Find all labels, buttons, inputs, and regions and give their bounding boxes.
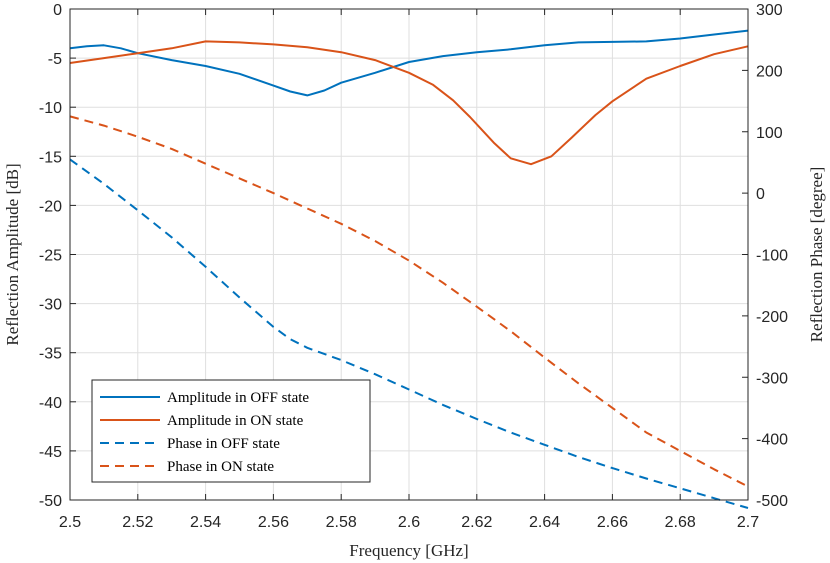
x-tick-label: 2.6 bbox=[398, 514, 420, 531]
right-tick-label: -300 bbox=[756, 370, 788, 387]
axis-ticks: 2.5 2.52 2.54 2.56 2.58 2.6 2.62 2.64 2.66 2.68 2.… bbox=[39, 2, 788, 531]
x-tick-label: 2.64 bbox=[529, 514, 560, 531]
legend-label: Amplitude in ON state bbox=[167, 413, 304, 429]
right-tick-label: -400 bbox=[756, 432, 788, 449]
left-tick-label: -25 bbox=[39, 248, 62, 265]
right-tick-label: 200 bbox=[756, 63, 783, 80]
x-tick-label: 2.7 bbox=[737, 514, 759, 531]
left-tick-label: -45 bbox=[39, 444, 62, 461]
left-tick-label: 0 bbox=[53, 2, 62, 19]
x-tick-label: 2.54 bbox=[190, 514, 221, 531]
series-line-3 bbox=[69, 158, 749, 509]
x-tick-label: 2.5 bbox=[59, 514, 81, 531]
right-axis-label: Reflection Phase [degree] bbox=[807, 167, 826, 343]
left-tick-label: -10 bbox=[39, 100, 62, 117]
x-tick-label: 2.52 bbox=[122, 514, 153, 531]
right-tick-label: 100 bbox=[756, 125, 783, 142]
left-tick-label: -40 bbox=[39, 395, 62, 412]
left-tick-label: -50 bbox=[39, 493, 62, 510]
grid-lines bbox=[70, 9, 748, 500]
right-tick-label: -200 bbox=[756, 309, 788, 326]
right-tick-label: 0 bbox=[756, 186, 765, 203]
left-tick-label: -20 bbox=[39, 198, 62, 215]
x-tick-label: 2.56 bbox=[258, 514, 289, 531]
series-line-2 bbox=[69, 40, 749, 166]
left-tick-label: -15 bbox=[39, 149, 62, 166]
x-tick-label: 2.62 bbox=[461, 514, 492, 531]
right-tick-label: -100 bbox=[756, 248, 788, 265]
legend-label: Phase in ON state bbox=[167, 459, 274, 475]
series-layer bbox=[69, 29, 749, 509]
legend-label: Amplitude in OFF state bbox=[167, 390, 309, 406]
series-line-4 bbox=[69, 115, 749, 488]
x-tick-label: 2.66 bbox=[597, 514, 628, 531]
left-axis-label: Reflection Amplitude [dB] bbox=[3, 163, 22, 345]
left-tick-label: -35 bbox=[39, 346, 62, 363]
left-tick-label: -30 bbox=[39, 297, 62, 314]
legend-label: Phase in OFF state bbox=[167, 436, 280, 452]
x-axis-label: Frequency [GHz] bbox=[349, 541, 468, 560]
x-tick-label: 2.68 bbox=[665, 514, 696, 531]
right-tick-label: -500 bbox=[756, 493, 788, 510]
x-tick-label: 2.58 bbox=[326, 514, 357, 531]
legend: Amplitude in OFF state Amplitude in ON st… bbox=[91, 379, 371, 483]
right-tick-label: 300 bbox=[756, 2, 783, 19]
left-tick-label: -5 bbox=[48, 51, 62, 68]
